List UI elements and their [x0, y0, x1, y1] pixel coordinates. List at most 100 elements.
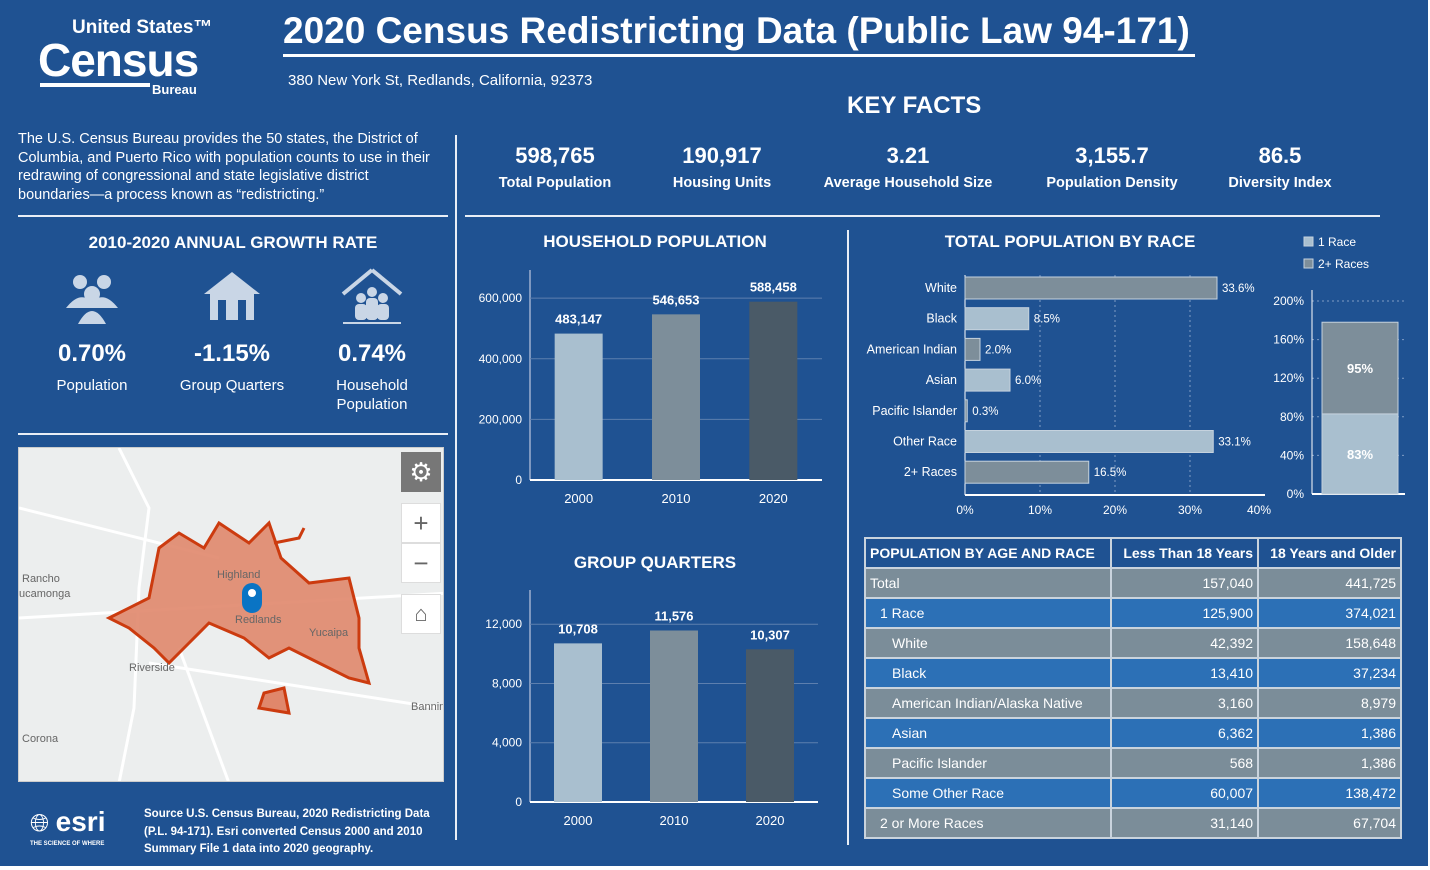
map-canvas[interactable]: Highland Redlands Yucaipa Rancho ucamong… [19, 448, 444, 782]
map-label-corona: Corona [22, 733, 59, 745]
y-tick-label: 8,000 [492, 676, 522, 690]
row-label: Some Other Race [864, 777, 1112, 809]
race-chart-title: TOTAL POPULATION BY RACE [944, 232, 1196, 251]
x-tick-label: 2020 [759, 491, 788, 506]
data-label: 546,653 [653, 292, 700, 307]
bar [554, 333, 603, 480]
cell-18-plus: 374,021 [1257, 597, 1402, 629]
bar [964, 399, 968, 423]
x-tick-label: 0% [956, 503, 974, 517]
home-button[interactable]: ⌂ [401, 594, 441, 634]
cell-under-18: 31,140 [1109, 807, 1260, 839]
group-quarters-chart: 0 4,000 8,000 12,000 10,708 2000 11,576 2010 10,… [485, 590, 818, 828]
settings-button[interactable]: ⚙ [401, 452, 441, 492]
cell-18-plus: 1,386 [1257, 717, 1402, 749]
building-icon [162, 268, 302, 330]
key-fact: 3,155.7 Population Density [1022, 143, 1202, 191]
map[interactable]: Highland Redlands Yucaipa Rancho ucamong… [18, 447, 444, 782]
key-fact-value: 598,765 [515, 143, 595, 168]
people-icon [22, 268, 162, 330]
y-tick-label: 400,000 [479, 352, 523, 366]
bar [964, 276, 1218, 300]
key-fact-label: Housing Units [672, 175, 772, 191]
x-tick-label: 2020 [756, 813, 785, 828]
race-stacked-chart: 0% 40% 80% 120% 160% 200% 83% 95% 1 Race 2+ Races [1273, 235, 1405, 501]
table-row: Asian 6,362 1,386 [864, 717, 1402, 749]
household-population-chart: 0 200,000 400,000 600,000 483,147 2000 546,653… [479, 270, 822, 506]
page-title: 2020 Census Redistricting Data (Public L… [283, 10, 1195, 57]
census-logo: United States™ Census Bureau [38, 18, 213, 100]
cell-18-plus: 441,725 [1257, 567, 1402, 599]
bar [749, 301, 798, 480]
cell-18-plus: 37,234 [1257, 657, 1402, 689]
y-tick-label: Pacific Islander [872, 404, 957, 418]
age-race-table: POPULATION BY AGE AND RACE Less Than 18 … [864, 537, 1402, 839]
cell-under-18: 157,040 [1109, 567, 1260, 599]
col-18-plus: 18 Years and Older [1257, 537, 1402, 569]
data-label: 10,708 [558, 621, 598, 636]
esri-logo: 🌐︎ esri THE SCIENCE OF WHERE [30, 806, 130, 848]
gear-icon: ⚙ [409, 456, 433, 487]
key-fact-label: Total Population [498, 175, 612, 191]
key-fact: 190,917 Housing Units [632, 143, 812, 191]
logo-sub: Bureau [152, 82, 197, 97]
table-row: 2 or More Races 31,140 67,704 [864, 807, 1402, 839]
bar [652, 314, 700, 480]
map-label-cucamonga: ucamonga [19, 588, 71, 600]
map-label-redlands: Redlands [235, 614, 282, 626]
map-pin-icon[interactable] [242, 583, 262, 613]
table-row: Some Other Race 60,007 138,472 [864, 777, 1402, 809]
key-fact: 598,765 Total Population [465, 143, 645, 191]
col-under-18: Less Than 18 Years [1109, 537, 1260, 569]
row-label: 1 Race [864, 597, 1112, 629]
household-icon [302, 268, 442, 330]
race-chart: 0% 10% 20% 30% 40% White 33.6% Black 8.5% America… [867, 275, 1271, 517]
data-label: 8.5% [1034, 314, 1060, 326]
y-tick-label: Other Race [893, 435, 957, 449]
key-fact-value: 86.5 [1258, 143, 1302, 168]
cell-under-18: 6,362 [1109, 717, 1260, 749]
cell-under-18: 568 [1109, 747, 1260, 779]
group-quarters-title: GROUP QUARTERS [573, 553, 737, 572]
bar [964, 460, 1090, 484]
zoom-out-button[interactable]: − [401, 543, 441, 583]
growth-label: Group Quarters [179, 377, 285, 394]
row-label: Asian [864, 717, 1112, 749]
table-row: White 42,392 158,648 [864, 627, 1402, 659]
map-label-riverside: Riverside [129, 662, 175, 674]
data-label: 2.0% [985, 344, 1011, 356]
cell-18-plus: 1,386 [1257, 747, 1402, 779]
y-tick-label: 40% [1280, 448, 1304, 462]
growth-item: 0.70% Population [22, 268, 162, 395]
row-label: Black [864, 657, 1112, 689]
table-title: POPULATION BY AGE AND RACE [864, 537, 1112, 569]
data-label: 11,576 [654, 609, 693, 624]
row-label: White [864, 627, 1112, 659]
row-label: Pacific Islander [864, 747, 1112, 779]
zoom-in-button[interactable]: + [401, 503, 441, 543]
y-tick-label: 160% [1273, 333, 1304, 347]
bar [650, 630, 698, 802]
legend-label: 1 Race [1318, 235, 1356, 249]
x-tick-label: 2000 [564, 491, 593, 506]
key-fact-label: Diversity Index [1228, 175, 1332, 191]
data-label: 0.3% [972, 406, 998, 418]
cell-18-plus: 67,704 [1257, 807, 1402, 839]
minus-icon: − [413, 547, 429, 578]
legend-swatch [1303, 258, 1314, 269]
key-fact-label: Average Household Size [823, 175, 993, 191]
row-label: Total [864, 567, 1112, 599]
x-tick-label: 40% [1247, 503, 1271, 517]
row-label: American Indian/Alaska Native [864, 687, 1112, 719]
table-row: Total 157,040 441,725 [864, 567, 1402, 599]
growth-value: 0.74% [337, 340, 407, 367]
logo-main: Census [38, 34, 199, 86]
y-tick-label: 0% [1287, 487, 1305, 501]
map-label-banning: Bannin [411, 701, 444, 713]
growth-label: Population [56, 377, 128, 394]
y-tick-label: Black [926, 312, 957, 326]
cell-under-18: 13,410 [1109, 657, 1260, 689]
cell-18-plus: 8,979 [1257, 687, 1402, 719]
data-label: 33.6% [1222, 283, 1255, 295]
row-label: 2 or More Races [864, 807, 1112, 839]
